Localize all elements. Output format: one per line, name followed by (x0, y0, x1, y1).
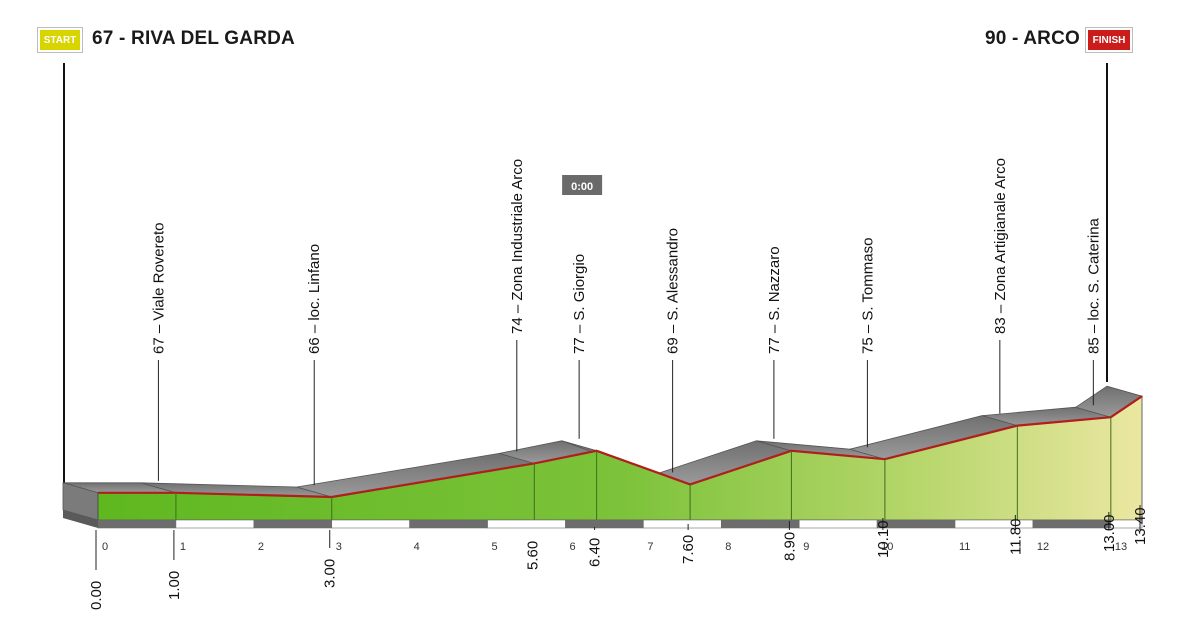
km-band-segment (331, 519, 410, 529)
km-band-segment (175, 519, 255, 529)
km-tick-label: 10 (881, 541, 893, 553)
waypoint-label: 67 – Viale Rovereto (150, 223, 167, 354)
km-tick-label: 11 (959, 541, 970, 553)
km-tick-label: 9 (803, 541, 809, 553)
km-band-segment (720, 519, 800, 529)
distance-label: 7.60 (680, 535, 697, 564)
km-tick-label: 1 (180, 541, 186, 553)
km-band-segment (1032, 519, 1112, 529)
km-tick-label: 4 (414, 541, 420, 553)
km-band-segment (97, 519, 177, 529)
km-tick-label: 12 (1037, 541, 1049, 553)
distance-label: 8.90 (781, 532, 798, 561)
distance-label: 10.10 (875, 520, 892, 558)
km-tick-label: 5 (492, 541, 498, 553)
finish-badge: FINISH (1086, 28, 1132, 52)
distance-label: 5.60 (524, 541, 541, 570)
km-tick-label: 8 (725, 541, 731, 553)
start-badge: START (38, 28, 82, 52)
waypoint-label: 75 – S. Tommaso (859, 238, 876, 354)
distance-label: 0.00 (88, 581, 105, 610)
km-band-segment (253, 519, 333, 529)
time-marker-label: 0:00 (571, 181, 593, 193)
start-label: 67 - RIVA DEL GARDA (92, 28, 295, 49)
waypoint-label: 66 – loc. Linfano (306, 244, 323, 354)
km-tick-label: 3 (336, 541, 342, 553)
distance-label: 13.40 (1132, 507, 1149, 545)
km-tick-label: 13 (1115, 541, 1127, 553)
waypoint-label: 77 – S. Nazzaro (766, 246, 783, 354)
km-tick-label: 0 (102, 541, 108, 553)
km-tick-label: 2 (258, 541, 264, 553)
km-band-segment (487, 519, 566, 529)
waypoint-label: 77 – S. Giorgio (571, 254, 588, 354)
waypoint-label: 83 – Zona Artigianale Arco (992, 158, 1009, 334)
km-tick-label: 6 (569, 541, 575, 553)
distance-label: 11.80 (1007, 519, 1024, 555)
distance-label: 1.00 (166, 571, 183, 600)
distance-label: 13.00 (1101, 514, 1118, 552)
distance-label: 6.40 (587, 538, 604, 567)
waypoint-label: 85 – loc. S. Caterina (1085, 217, 1102, 354)
waypoint-label: 74 – Zona Industriale Arco (509, 159, 526, 334)
km-tick-label: 7 (647, 541, 653, 553)
time-marker-badge (560, 173, 605, 197)
km-band-segment (565, 519, 644, 529)
km-band-segment (409, 519, 488, 529)
km-band-segment (798, 519, 878, 529)
distance-label: 3.00 (322, 559, 339, 588)
km-band-segment (1110, 519, 1143, 529)
km-band-segment (643, 519, 722, 529)
waypoint-label: 69 – S. Alessandro (665, 228, 682, 354)
finish-label: 90 - ARCO (984, 28, 1080, 49)
km-band-left (63, 510, 98, 528)
